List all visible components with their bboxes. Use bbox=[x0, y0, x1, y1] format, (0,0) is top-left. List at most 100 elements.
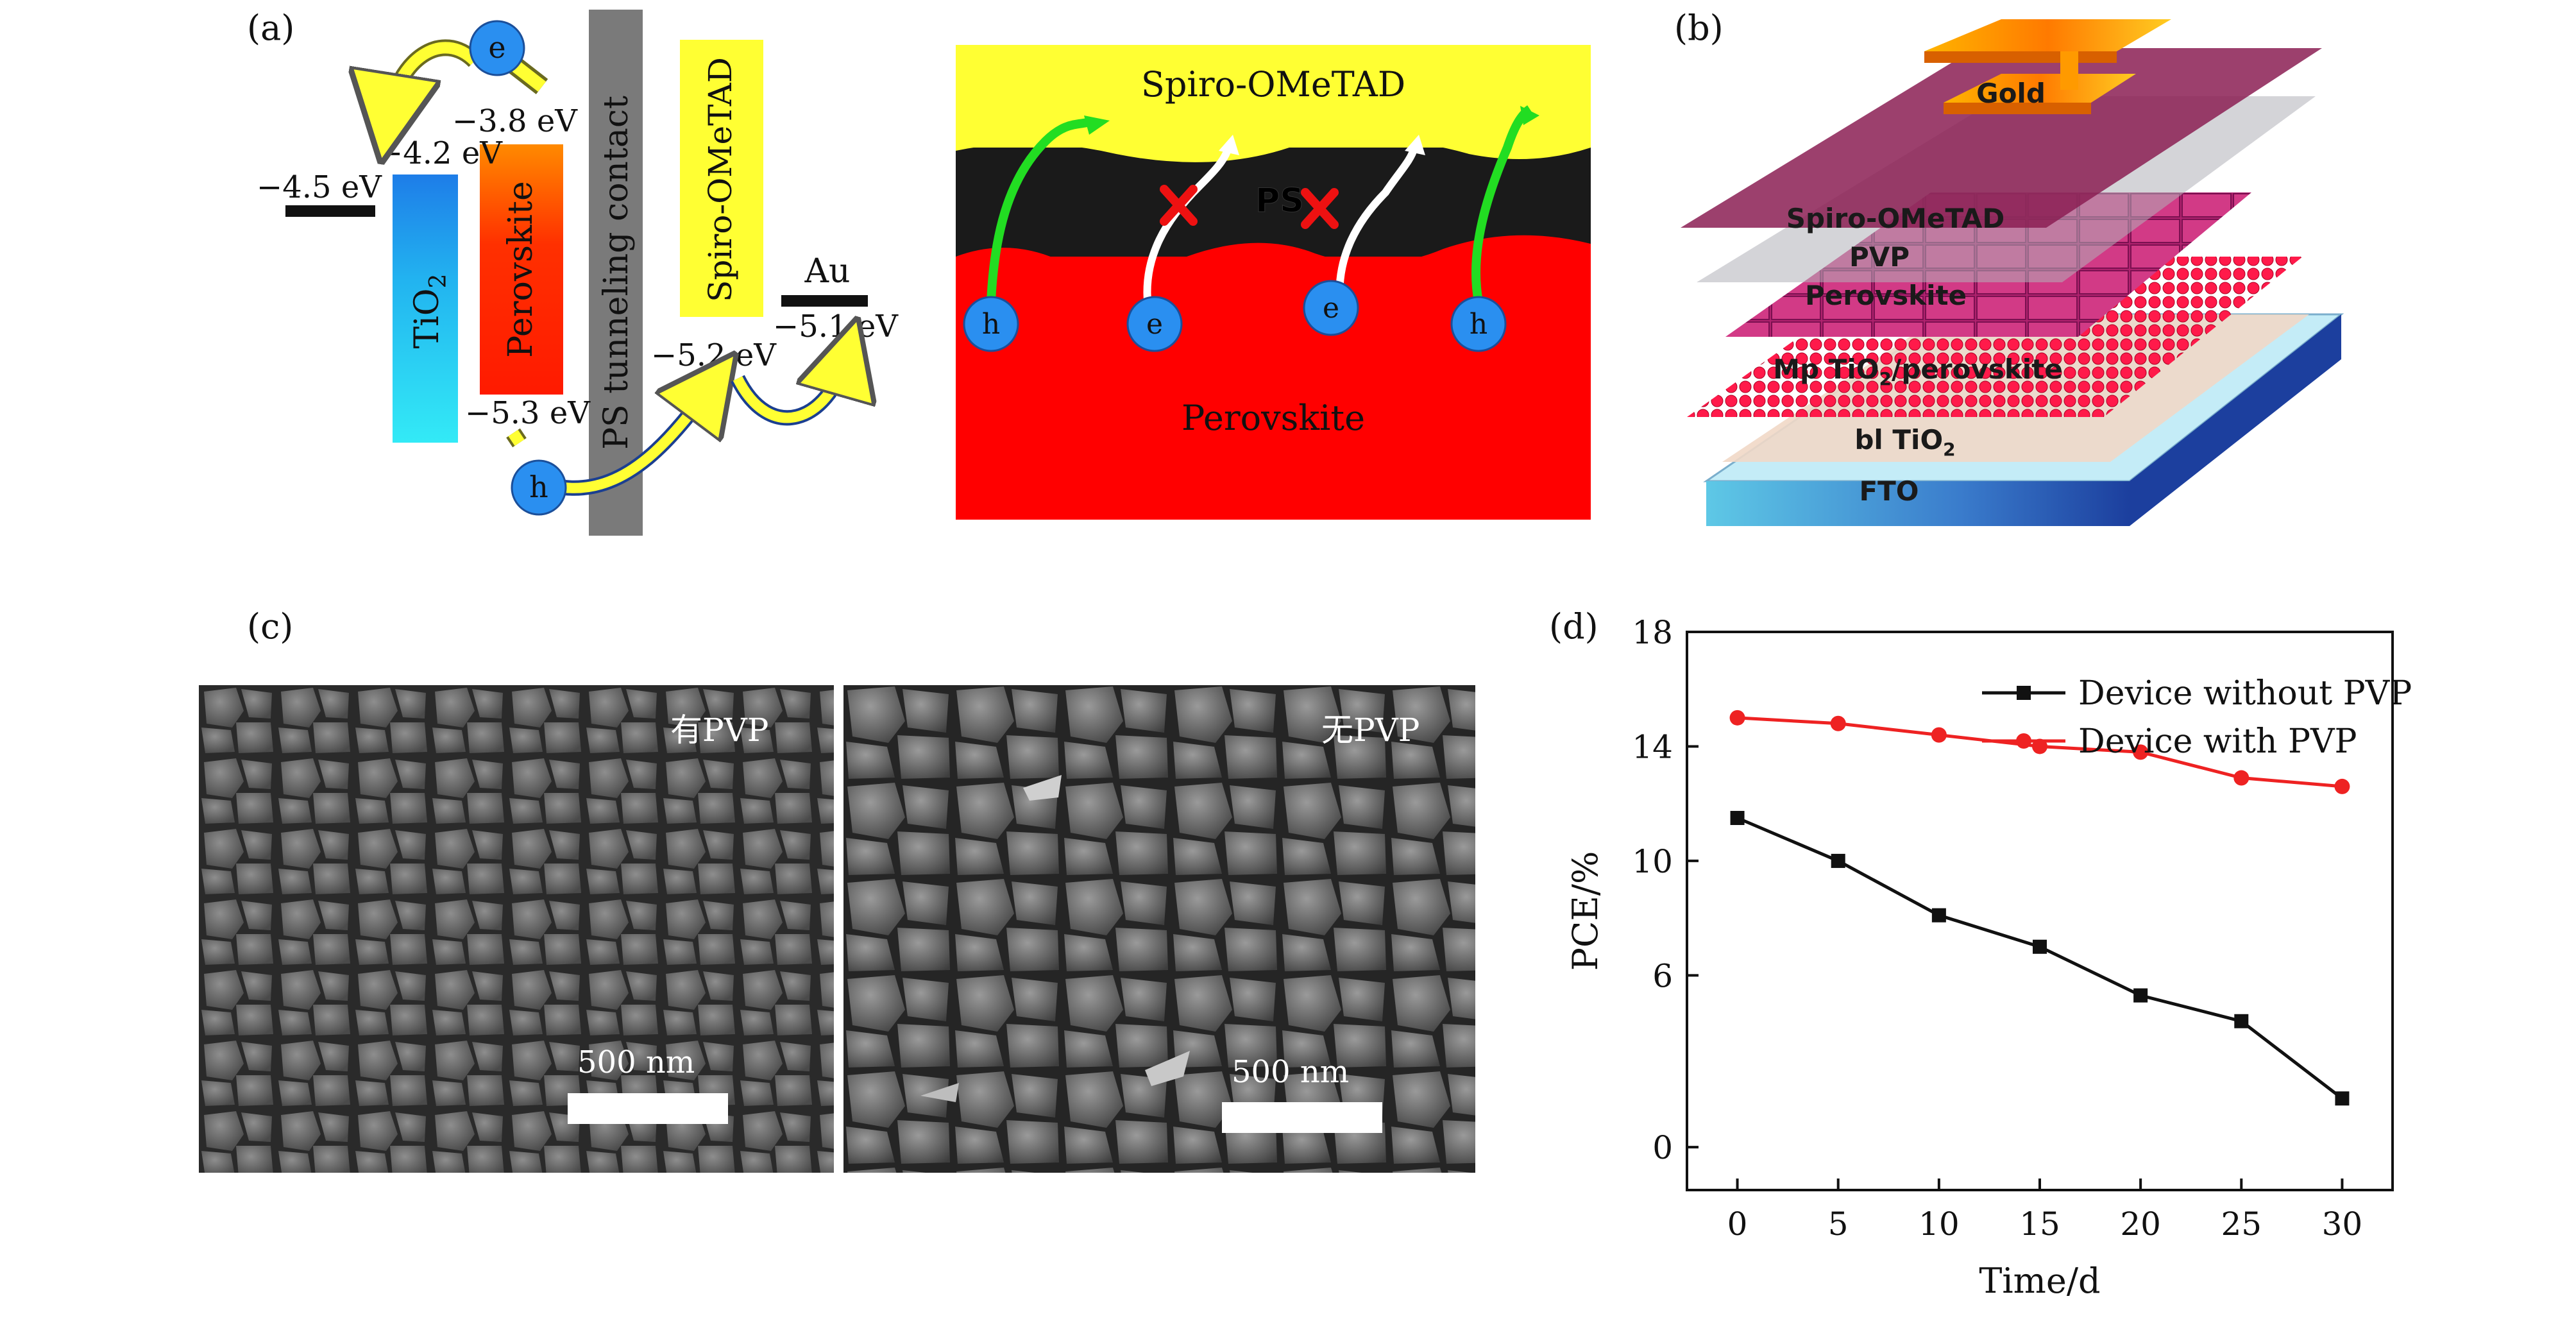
interface-bottom-label: Perovskite bbox=[1182, 398, 1365, 438]
electron-tail bbox=[509, 59, 547, 92]
gold-bottom-bar bbox=[1944, 74, 2136, 103]
data-point-square bbox=[2234, 1014, 2249, 1028]
spiro-label: Spiro-OMeTAD bbox=[1786, 203, 2004, 234]
hole-transfer-arrow bbox=[733, 356, 847, 423]
spiro-layer bbox=[1681, 48, 2322, 228]
fto-side-face bbox=[2130, 314, 2341, 526]
schematic-hole-left bbox=[963, 296, 1019, 352]
tio2-layer-label: TiO2 bbox=[408, 274, 452, 349]
mp-tio2-label: Mp TiO2/perovskite bbox=[1773, 353, 2062, 389]
spiro-energy-label: −5.2 eV bbox=[651, 337, 777, 373]
data-point-circle bbox=[1931, 727, 1947, 743]
fto-level-line bbox=[285, 205, 375, 217]
ps-tunneling-bar bbox=[589, 10, 643, 536]
sem-left-scale-text: 500 nm bbox=[577, 1044, 695, 1080]
spiro-bar bbox=[680, 40, 763, 317]
gold-top-bar bbox=[1924, 19, 2171, 51]
hole-arrow bbox=[564, 385, 712, 493]
panel-b-label: (b) bbox=[1674, 8, 1724, 48]
au-layer-label: Au bbox=[804, 252, 850, 291]
electron-carrier bbox=[469, 20, 525, 76]
y-tick-label: 6 bbox=[1652, 957, 1673, 994]
interface-middle-label: PS bbox=[1255, 182, 1304, 220]
x-axis-label: Time/d bbox=[1979, 1261, 2100, 1301]
x-tick-label: 30 bbox=[2322, 1205, 2363, 1243]
sem-image-with-pvp: 有PVP 500 nm bbox=[199, 685, 834, 1173]
schematic-electron-right bbox=[1303, 280, 1359, 336]
panel-a-label: (a) bbox=[247, 8, 295, 48]
y-tick-label: 0 bbox=[1652, 1129, 1673, 1166]
data-point-square bbox=[1931, 908, 1946, 923]
tio2-energy-label: −4.2 eV bbox=[377, 135, 503, 171]
spiro-layer-label: Spiro-OMeTAD bbox=[702, 57, 739, 302]
data-point-square bbox=[2133, 988, 2148, 1003]
interface-top-label: Spiro-OMeTAD bbox=[1141, 64, 1405, 105]
schematic-hole-right bbox=[1450, 296, 1507, 352]
blocked-x-right bbox=[1301, 188, 1339, 229]
sem-right-caption: 无PVP bbox=[1321, 711, 1420, 749]
hole-carrier bbox=[511, 459, 567, 516]
x-tick-label: 5 bbox=[1828, 1205, 1849, 1243]
legend-entry: Device without PVP bbox=[2078, 674, 2412, 713]
data-point-circle bbox=[1729, 710, 1745, 726]
perovskite-region bbox=[956, 257, 1591, 520]
hole-tail bbox=[508, 430, 525, 446]
hole-path-right bbox=[1471, 105, 1533, 303]
perov-cb-energy-label: −3.8 eV bbox=[452, 103, 578, 139]
plot-frame bbox=[1686, 631, 2394, 1191]
tio2-bar bbox=[393, 174, 458, 443]
data-point-square bbox=[1831, 853, 1845, 868]
panel-c-label: (c) bbox=[247, 606, 294, 647]
schematic-hole-left-label: h bbox=[982, 308, 1000, 341]
sem-left-caption: 有PVP bbox=[670, 711, 769, 749]
energy-diagram: TiO2 Perovskite PS tunneling contact Spi… bbox=[257, 10, 899, 536]
x-tick-label: 0 bbox=[1727, 1205, 1748, 1243]
y-tick-label: 18 bbox=[1632, 614, 1673, 651]
data-point-square bbox=[2033, 939, 2047, 954]
perovskite-bar bbox=[480, 144, 563, 395]
data-point-circle bbox=[2233, 770, 2250, 786]
device-stack: Gold Spiro-OMeTAD PVP Perovskite Mp TiO2… bbox=[1681, 19, 2344, 526]
electron-path-right bbox=[1335, 146, 1418, 309]
panel-d-label: (d) bbox=[1549, 606, 1598, 647]
gold-label: Gold bbox=[1976, 78, 2046, 109]
data-point-square bbox=[1730, 811, 1745, 825]
hole-path-left bbox=[987, 117, 1092, 302]
interface-schematic: Spiro-OMeTAD PS Perovskite h e e h bbox=[956, 45, 1591, 520]
data-point-circle bbox=[1830, 715, 1846, 731]
electron-carrier-label: e bbox=[488, 30, 505, 65]
fto-label: FTO bbox=[1859, 475, 1919, 507]
au-energy-label: −5.1 eV bbox=[773, 309, 899, 345]
series-line-1 bbox=[1736, 816, 2343, 1100]
legend-entry: Device with PVP bbox=[2078, 722, 2357, 761]
schematic-electron-left-label: e bbox=[1146, 308, 1163, 341]
x-tick-label: 25 bbox=[2221, 1205, 2262, 1243]
y-axis-label: PCE/% bbox=[1565, 851, 1606, 971]
schematic-electron-left bbox=[1126, 296, 1183, 352]
x-tick-label: 15 bbox=[2019, 1205, 2060, 1243]
data-point-square bbox=[2335, 1091, 2350, 1106]
pvp-label: PVP bbox=[1849, 241, 1910, 273]
schematic-hole-right-label: h bbox=[1470, 308, 1487, 341]
bl-tio2-label: bl TiO2 bbox=[1854, 424, 1955, 460]
perovskite-layer-label: Perovskite bbox=[502, 181, 540, 357]
hole-carrier-label: h bbox=[529, 470, 548, 504]
fto-energy-label: −4.5 eV bbox=[257, 169, 382, 205]
perovskite-label: Perovskite bbox=[1805, 280, 1967, 311]
data-point-circle bbox=[2334, 778, 2350, 794]
sem-image-without-pvp: 无PVP 500 nm bbox=[843, 685, 1475, 1173]
pce-line-chart: 0 6 10 14 18 0 5 10 15 20 25 30 Device without PVP… bbox=[1565, 614, 2412, 1301]
sem-left-scale-bar bbox=[568, 1093, 728, 1124]
sem-right-scale-bar bbox=[1222, 1102, 1382, 1133]
blocked-x-left bbox=[1160, 185, 1198, 226]
data-point-circle bbox=[2133, 744, 2149, 760]
schematic-electron-right-label: e bbox=[1323, 292, 1339, 325]
y-tick-label: 14 bbox=[1632, 728, 1673, 765]
x-tick-label: 10 bbox=[1919, 1205, 1960, 1243]
fto-front-face bbox=[1706, 481, 2130, 526]
sem-right-scale-text: 500 nm bbox=[1232, 1054, 1350, 1090]
ps-layer-label: PS tunneling contact bbox=[597, 96, 636, 450]
perov-vb-energy-label: −5.3 eV bbox=[465, 395, 591, 431]
electron-arrow bbox=[388, 42, 479, 119]
x-tick-label: 20 bbox=[2120, 1205, 2161, 1243]
